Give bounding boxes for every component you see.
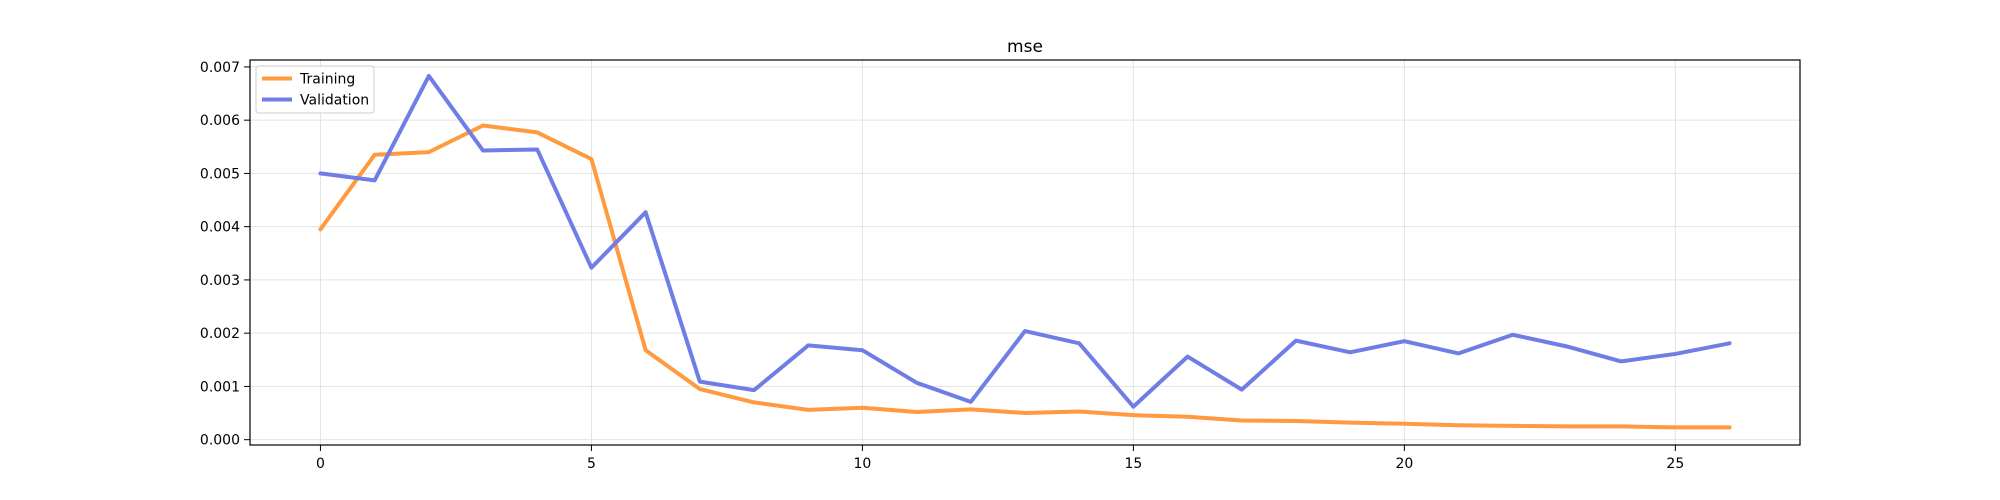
x-tick-label: 15 — [1124, 456, 1142, 472]
x-tick-label: 10 — [853, 456, 871, 472]
x-tick-label: 0 — [316, 456, 325, 472]
y-tick-label: 0.007 — [200, 60, 240, 76]
plot-frame — [249, 59, 1801, 446]
y-tick-label: 0.003 — [200, 273, 240, 289]
x-tick-label: 5 — [587, 456, 596, 472]
y-tick-label: 0.000 — [200, 433, 240, 449]
legend-label-training: Training — [299, 72, 355, 88]
chart-title: mse — [1007, 37, 1043, 57]
grid — [250, 60, 1800, 445]
x-tick-label: 25 — [1666, 456, 1684, 472]
x-tick-label: 20 — [1395, 456, 1413, 472]
x-axis: 0 5 10 15 20 25 — [316, 445, 1684, 472]
y-tick-label: 0.005 — [200, 166, 240, 182]
series-line-training — [318, 123, 1732, 430]
legend: Training Validation — [255, 65, 375, 114]
series-group — [318, 73, 1732, 430]
y-tick-label: 0.006 — [200, 113, 240, 129]
y-tick-label: 0.001 — [200, 379, 240, 395]
series-line-validation — [318, 73, 1732, 409]
legend-label-validation: Validation — [300, 93, 369, 109]
y-axis: 0.000 0.001 0.002 0.003 0.004 0.005 0.006 0.007 — [200, 60, 250, 449]
y-tick-label: 0.004 — [200, 220, 240, 236]
y-tick-label: 0.002 — [200, 326, 240, 342]
